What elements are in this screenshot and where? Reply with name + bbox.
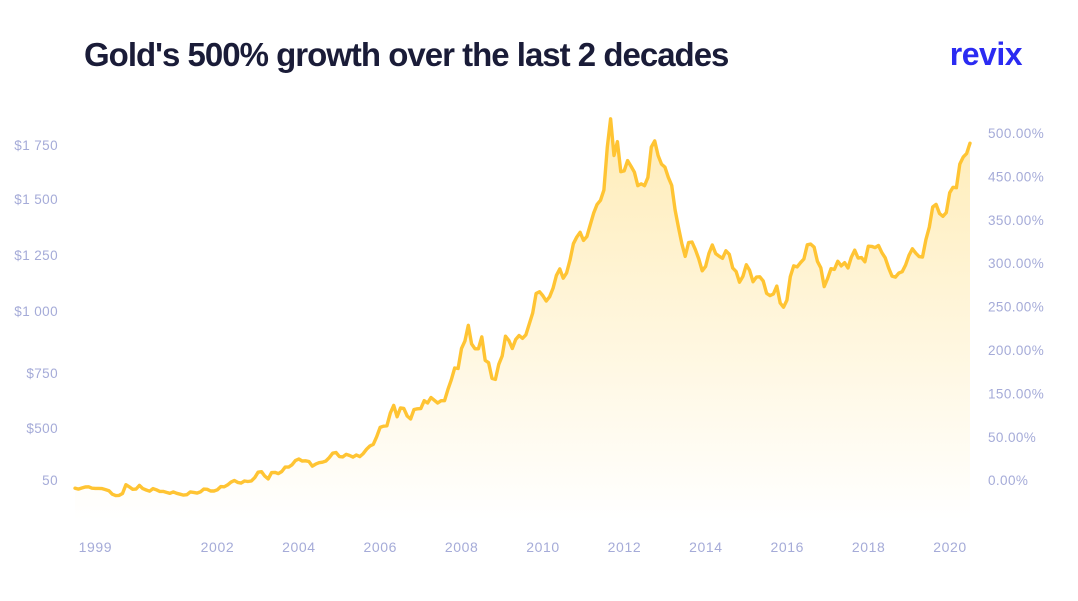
- y-axis-right: 500.00% 450.00% 350.00% 300.00% 250.00% 200.0…: [988, 126, 1044, 488]
- y-axis-left: $1 750 $1 500 $1 250 $1 000 $750 $500 50: [14, 138, 58, 488]
- y-axis-right-label: 500.00%: [988, 126, 1044, 141]
- x-axis-label: 2016: [770, 539, 804, 555]
- y-axis-left-label: $1 250: [14, 248, 58, 263]
- y-axis-right-label: 0.00%: [988, 473, 1028, 488]
- y-axis-right-label: 50.00%: [988, 430, 1036, 445]
- x-axis-label: 2006: [363, 539, 397, 555]
- y-axis-right-label: 150.00%: [988, 386, 1044, 401]
- area-fill: [75, 118, 970, 521]
- x-axis-label: 2008: [445, 539, 479, 555]
- y-axis-right-label: 200.00%: [988, 343, 1044, 358]
- y-axis-left-label: $750: [26, 366, 58, 381]
- y-axis-left-label: $1 750: [14, 138, 58, 153]
- x-axis-label: 1999: [79, 539, 113, 555]
- y-axis-left-label: 50: [42, 473, 58, 488]
- page-title: Gold's 500% growth over the last 2 decad…: [84, 36, 729, 73]
- y-axis-left-label: $500: [26, 421, 58, 436]
- x-axis-label: 2018: [852, 539, 886, 555]
- y-axis-left-label: $1 000: [14, 304, 58, 319]
- y-axis-right-label: 350.00%: [988, 213, 1044, 228]
- y-axis-right-label: 450.00%: [988, 169, 1044, 184]
- x-axis: 1999 2002 2004 2006 2008 2010 2012 2014 2016 2018…: [79, 539, 967, 555]
- x-axis-label: 2012: [608, 539, 642, 555]
- y-axis-left-label: $1 500: [14, 192, 58, 207]
- revix-logo: revix: [949, 36, 1023, 72]
- x-axis-label: 2002: [201, 539, 235, 555]
- y-axis-right-label: 300.00%: [988, 256, 1044, 271]
- x-axis-label: 2020: [933, 539, 967, 555]
- x-axis-label: 2014: [689, 539, 723, 555]
- x-axis-label: 2010: [526, 539, 560, 555]
- y-axis-right-label: 250.00%: [988, 300, 1044, 315]
- x-axis-label: 2004: [282, 539, 316, 555]
- price-line: [73, 117, 972, 498]
